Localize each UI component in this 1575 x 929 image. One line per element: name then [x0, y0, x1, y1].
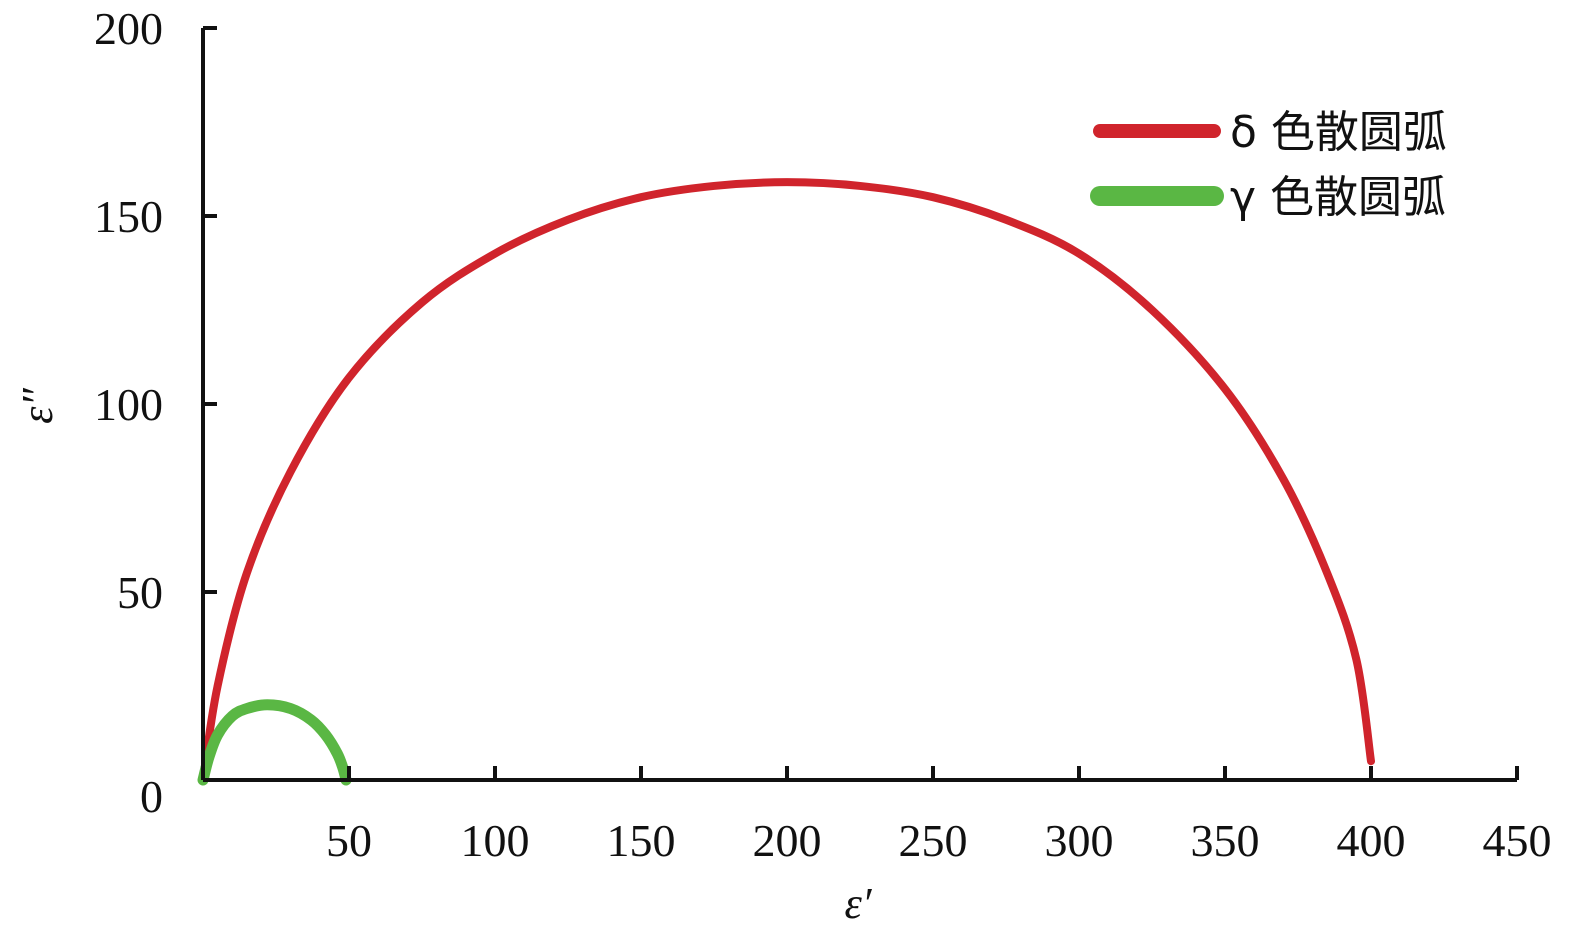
y-tick-label: 150: [94, 191, 163, 242]
series-layer: [197, 178, 1375, 786]
axes: 50 100 150 200 250 300 350 400 450 0 50 100 150 200: [94, 3, 1552, 866]
x-axis-ticks: 50 100 150 200 250 300 350 400 450: [326, 766, 1552, 866]
x-tick-label: 350: [1191, 815, 1260, 866]
x-axis-title: ε′: [845, 879, 873, 928]
y-axis-ticks: 0 50 100 150 200: [94, 3, 217, 822]
y-axis-title: ε″: [13, 387, 62, 423]
plot-area: [197, 178, 1375, 786]
x-tick-label: 200: [753, 815, 822, 866]
y-tick-label: 100: [94, 379, 163, 430]
y-tick-label: 0: [140, 771, 163, 822]
series-delta-arc: [199, 178, 1375, 784]
x-tick-label: 100: [461, 815, 530, 866]
series-gamma-arc: [197, 699, 352, 786]
x-tick-label: 250: [899, 815, 968, 866]
y-tick-label: 50: [117, 567, 163, 618]
legend: δ 色散圆弧 γ 色散圆弧: [1090, 107, 1447, 223]
legend-label: γ 色散圆弧: [1230, 172, 1446, 223]
x-tick-label: 50: [326, 815, 372, 866]
x-tick-label: 300: [1045, 815, 1114, 866]
x-tick-label: 150: [607, 815, 676, 866]
x-tick-label: 400: [1337, 815, 1406, 866]
x-tick-label: 450: [1483, 815, 1552, 866]
legend-label: δ 色散圆弧: [1230, 107, 1447, 158]
y-tick-label: 200: [94, 3, 163, 54]
